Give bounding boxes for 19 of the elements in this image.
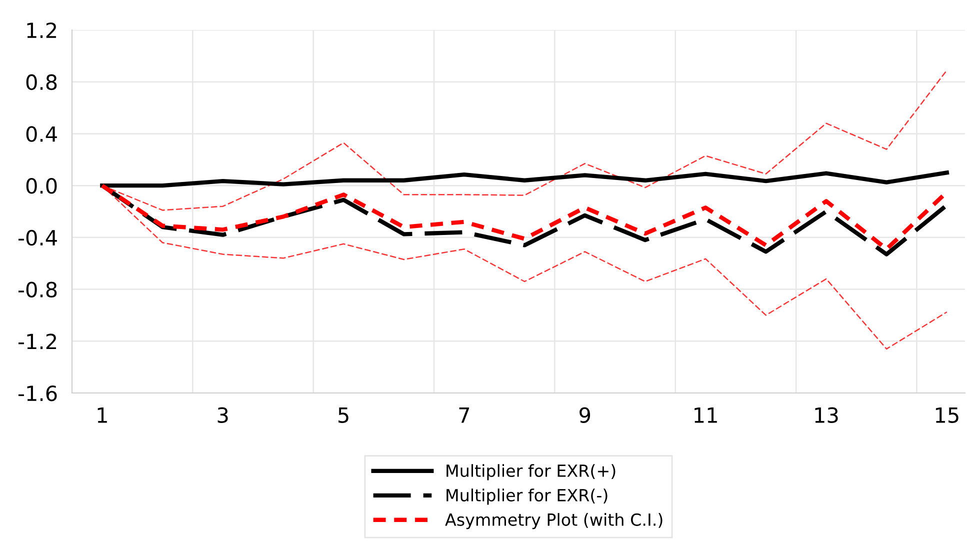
y-tick-label: -0.4 — [18, 230, 57, 246]
x-tick-label: 1 — [98, 408, 107, 423]
x-tick-label: 9 — [580, 407, 590, 424]
legend-label: Multiplier for EXR(+) — [446, 464, 616, 480]
x-tick-label: 15 — [936, 408, 958, 424]
x-tick-label: 5 — [338, 408, 348, 424]
legend-label: Asymmetry Plot (with C.I.) — [445, 513, 662, 530]
x-tick-label: 3 — [218, 407, 228, 424]
y-tick-label: 0.0 — [26, 178, 57, 194]
y-tick-label: -1.2 — [18, 334, 56, 350]
x-tick-label: 13 — [815, 407, 838, 424]
y-tick-label: -1.6 — [18, 385, 57, 402]
x-tick-label: 11 — [694, 408, 717, 423]
y-tick-label: 0.8 — [26, 74, 57, 90]
y-tick-label: 1.2 — [27, 22, 56, 38]
y-tick-label: -0.8 — [18, 282, 57, 298]
x-tick-label: 7 — [459, 408, 470, 423]
y-tick-label: 0.4 — [26, 126, 57, 142]
legend-label: Multiplier for EXR(-) — [446, 488, 608, 505]
